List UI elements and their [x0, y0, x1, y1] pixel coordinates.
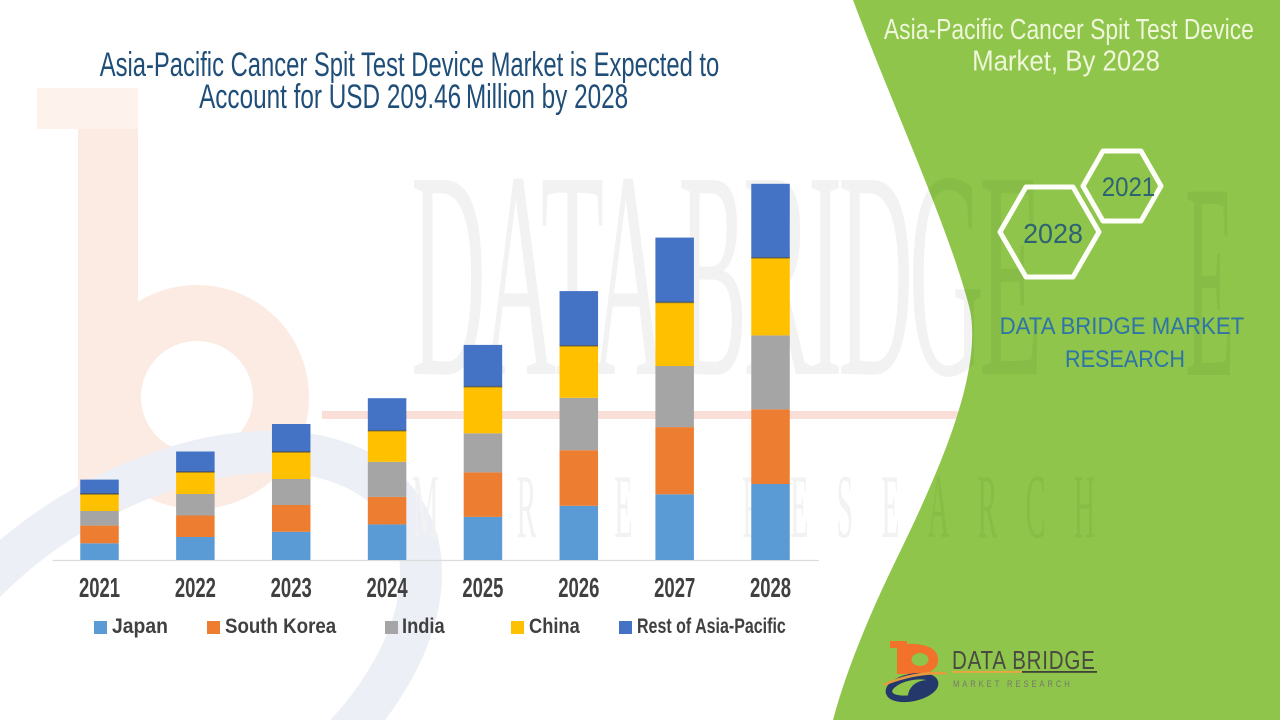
svg-text:2023: 2023	[271, 573, 312, 604]
svg-text:2021: 2021	[1102, 173, 1155, 203]
svg-text:China: China	[529, 615, 581, 639]
svg-text:Asia-Pacific Cancer Spit Test: Asia-Pacific Cancer Spit Test Device Mar…	[100, 46, 720, 84]
svg-text:E: E	[1185, 125, 1235, 436]
svg-text:Rest of Asia-Pacific: Rest of Asia-Pacific	[637, 615, 786, 639]
svg-text:2028: 2028	[1023, 217, 1083, 249]
svg-text:2028: 2028	[750, 573, 791, 604]
svg-text:Market, By 2028: Market, By 2028	[972, 44, 1160, 77]
svg-text:RESEARCH: RESEARCH	[1065, 345, 1185, 372]
svg-text:South Korea: South Korea	[225, 615, 337, 638]
svg-text:2026: 2026	[558, 573, 599, 604]
svg-text:DATA BRIDGE: DATA BRIDGE	[952, 646, 1096, 675]
svg-text:2024: 2024	[367, 573, 409, 604]
svg-text:India: India	[402, 615, 445, 639]
svg-text:2022: 2022	[175, 573, 216, 604]
svg-text:MARKET RESEARCH: MARKET RESEARCH	[953, 678, 1073, 689]
svg-text:Account for USD 209.46 Million: Account for USD 209.46 Million by 2028	[199, 78, 628, 116]
svg-text:Asia-Pacific Cancer Spit Test: Asia-Pacific Cancer Spit Test Device	[884, 12, 1254, 45]
svg-text:DATA BRIDGE MARKET: DATA BRIDGE MARKET	[1000, 312, 1245, 339]
svg-text:2025: 2025	[462, 573, 503, 604]
svg-text:Japan: Japan	[112, 614, 168, 638]
svg-text:2021: 2021	[79, 573, 120, 604]
svg-text:2027: 2027	[654, 573, 695, 604]
